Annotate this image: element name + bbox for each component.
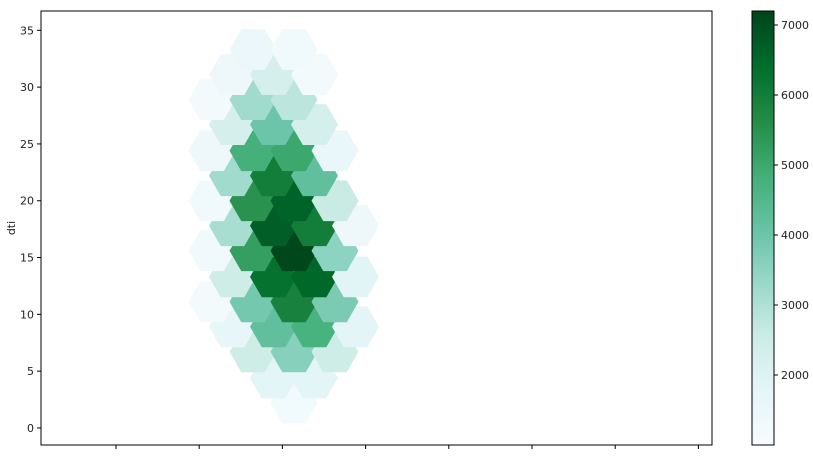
colorbar-gradient <box>751 10 775 446</box>
hexbin-cells <box>188 29 379 424</box>
y-tick-label: 20 <box>20 195 34 208</box>
y-axis: 0 5 10 15 20 25 30 35 <box>20 24 41 435</box>
plot-frame <box>40 10 713 446</box>
colorbar-tick-label: 6000 <box>781 89 809 102</box>
colorbar: 2000 3000 4000 5000 6000 7000 <box>751 10 809 446</box>
y-tick-label: 25 <box>20 138 34 151</box>
colorbar-tick-label: 4000 <box>781 229 809 242</box>
y-tick-label: 15 <box>20 252 34 265</box>
colorbar-ticks: 2000 3000 4000 5000 6000 7000 <box>774 19 809 382</box>
x-axis <box>115 445 699 449</box>
hexbin-cell <box>270 29 318 70</box>
colorbar-tick-label: 2000 <box>781 369 809 382</box>
hexbin-cell <box>229 29 277 70</box>
colorbar-tick-label: 3000 <box>781 299 809 312</box>
y-tick-label: 10 <box>20 308 34 321</box>
y-tick-label: 0 <box>27 422 34 435</box>
y-tick-label: 30 <box>20 81 34 94</box>
colorbar-tick-label: 7000 <box>781 19 809 32</box>
y-axis-label: dti <box>5 221 18 235</box>
y-tick-label: 5 <box>27 365 34 378</box>
y-tick-label: 35 <box>20 24 34 37</box>
colorbar-tick-label: 5000 <box>781 159 809 172</box>
